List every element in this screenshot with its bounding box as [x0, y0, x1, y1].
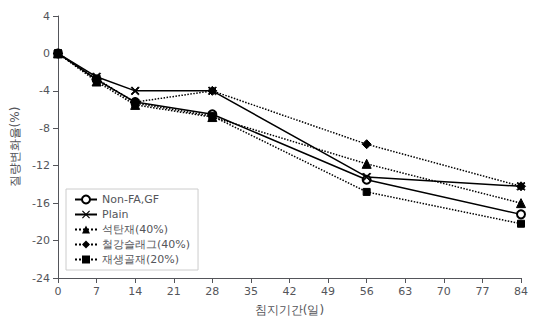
svg-text:-8: -8 [39, 122, 50, 135]
svg-text:철강슬래그(40%): 철강슬래그(40%) [102, 238, 190, 251]
svg-text:84: 84 [514, 285, 528, 298]
svg-text:70: 70 [437, 285, 451, 298]
svg-text:49: 49 [321, 285, 335, 298]
svg-text:-12: -12 [32, 159, 50, 172]
svg-text:21: 21 [167, 285, 181, 298]
svg-text:질량변화율(%): 질량변화율(%) [8, 107, 22, 188]
svg-text:0: 0 [55, 285, 62, 298]
svg-text:침지기간(일): 침지기간(일) [255, 303, 324, 317]
svg-text:14: 14 [128, 285, 142, 298]
svg-text:7: 7 [93, 285, 100, 298]
svg-text:42: 42 [283, 285, 297, 298]
svg-text:Non-FA,GF: Non-FA,GF [102, 193, 159, 206]
svg-text:63: 63 [398, 285, 412, 298]
svg-text:-4: -4 [39, 84, 50, 97]
svg-text:재생골재(20%): 재생골재(20%) [102, 253, 179, 266]
svg-text:-24: -24 [32, 272, 50, 285]
svg-text:Plain: Plain [102, 208, 128, 221]
svg-text:-16: -16 [32, 197, 50, 210]
svg-text:28: 28 [205, 285, 219, 298]
svg-text:35: 35 [244, 285, 258, 298]
svg-text:0: 0 [43, 47, 50, 60]
svg-text:석탄재(40%): 석탄재(40%) [102, 223, 168, 236]
svg-text:-20: -20 [32, 234, 50, 247]
svg-text:56: 56 [360, 285, 374, 298]
svg-text:77: 77 [475, 285, 489, 298]
svg-text:4: 4 [43, 10, 50, 23]
